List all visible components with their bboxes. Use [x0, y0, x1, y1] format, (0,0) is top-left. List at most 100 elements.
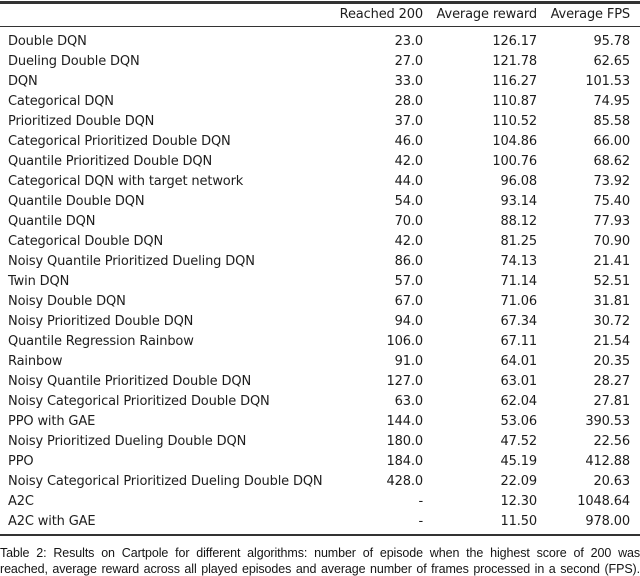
average-reward-cell: 71.14	[500, 274, 538, 289]
reached-200-cell: 23.0	[394, 34, 424, 49]
reached-200-cell: 54.0	[394, 194, 424, 209]
average-fps-cell: 101.53	[585, 74, 630, 89]
average-reward-cell: 53.06	[500, 414, 538, 429]
algorithm-name-cell: Noisy Prioritized Double DQN	[8, 314, 194, 329]
table-row: DQN 33.0 116.27 101.53	[0, 72, 640, 92]
table-row: Noisy Categorical Prioritized Double DQN…	[0, 392, 640, 412]
header-average-fps: Average FPS	[550, 7, 631, 22]
average-fps-cell: 20.35	[593, 354, 631, 369]
table-row: Prioritized Double DQN 37.0 110.52 85.58	[0, 112, 640, 132]
algorithm-name-cell: Quantile Prioritized Double DQN	[8, 154, 213, 169]
reached-200-cell: 86.0	[394, 254, 424, 269]
reached-200-cell: 184.0	[386, 454, 424, 469]
average-fps-cell: 68.62	[593, 154, 631, 169]
average-fps-cell: 85.58	[593, 114, 631, 129]
reached-200-cell: 180.0	[386, 434, 424, 449]
table-row: PPO with GAE 144.0 53.06 390.53	[0, 412, 640, 432]
algorithm-name-cell: Rainbow	[8, 354, 63, 369]
reached-200-cell: 33.0	[394, 74, 424, 89]
algorithm-name-cell: Categorical DQN with target network	[8, 174, 244, 189]
algorithm-name-cell: Categorical DQN	[8, 94, 114, 109]
table-row: Noisy Prioritized Dueling Double DQN 180.…	[0, 432, 640, 452]
table-row: Noisy Quantile Prioritized Dueling DQN 86…	[0, 252, 640, 272]
table-row: Categorical Prioritized Double DQN 46.0 10…	[0, 132, 640, 152]
table-row: Quantile DQN 70.0 88.12 77.93	[0, 212, 640, 232]
average-fps-cell: 52.51	[593, 274, 631, 289]
algorithm-name-cell: Noisy Quantile Prioritized Dueling DQN	[8, 254, 255, 269]
table-row: Rainbow 91.0 64.01 20.35	[0, 352, 640, 372]
average-reward-cell: 96.08	[500, 174, 538, 189]
average-reward-cell: 74.13	[500, 254, 538, 269]
reached-200-cell: 44.0	[394, 174, 424, 189]
algorithm-name-cell: PPO with GAE	[8, 414, 96, 429]
average-fps-cell: 21.54	[593, 334, 631, 349]
table-header-rule	[0, 25, 640, 27]
table-row: Noisy Prioritized Double DQN 94.0 67.34 30.…	[0, 312, 640, 332]
algorithm-name-cell: Twin DQN	[8, 274, 70, 289]
average-reward-cell: 71.06	[500, 294, 538, 309]
average-fps-cell: 77.93	[593, 214, 631, 229]
algorithm-name-cell: Quantile DQN	[8, 214, 96, 229]
reached-200-cell: 37.0	[394, 114, 424, 129]
average-reward-cell: 104.86	[492, 134, 537, 149]
algorithm-name-cell: Noisy Categorical Prioritized Double DQN	[8, 394, 270, 409]
average-reward-cell: 12.30	[500, 494, 538, 509]
average-fps-cell: 66.00	[593, 134, 631, 149]
table-row: A2C with GAE - 11.50 978.00	[0, 512, 640, 532]
average-fps-cell: 390.53	[585, 414, 630, 429]
average-reward-cell: 110.87	[492, 94, 537, 109]
reached-200-cell: 428.0	[386, 474, 424, 489]
average-fps-cell: 31.81	[593, 294, 631, 309]
average-reward-cell: 126.17	[492, 34, 537, 49]
average-fps-cell: 978.00	[585, 514, 630, 529]
table-row: Quantile Prioritized Double DQN 42.0 100.7…	[0, 152, 640, 172]
average-fps-cell: 412.88	[585, 454, 630, 469]
reached-200-cell: -	[418, 494, 423, 509]
algorithm-name-cell: Double DQN	[8, 34, 87, 49]
table-row: Noisy Double DQN 67.0 71.06 31.81	[0, 292, 640, 312]
algorithm-name-cell: DQN	[8, 74, 38, 89]
average-reward-cell: 11.50	[500, 514, 538, 529]
average-fps-cell: 22.56	[593, 434, 631, 449]
average-fps-cell: 27.81	[593, 394, 631, 409]
average-fps-cell: 62.65	[593, 54, 631, 69]
algorithm-name-cell: Noisy Prioritized Dueling Double DQN	[8, 434, 247, 449]
average-reward-cell: 47.52	[500, 434, 538, 449]
average-reward-cell: 63.01	[500, 374, 538, 389]
algorithm-name-cell: A2C	[8, 494, 34, 509]
average-reward-cell: 100.76	[492, 154, 537, 169]
algorithm-name-cell: Dueling Double DQN	[8, 54, 140, 69]
algorithm-name-cell: Categorical Double DQN	[8, 234, 164, 249]
table-row: Categorical Double DQN 42.0 81.25 70.90	[0, 232, 640, 252]
table-row: Double DQN 23.0 126.17 95.78	[0, 32, 640, 52]
table-row: PPO 184.0 45.19 412.88	[0, 452, 640, 472]
header-average-reward: Average reward	[436, 7, 538, 22]
average-reward-cell: 64.01	[500, 354, 538, 369]
average-reward-cell: 22.09	[500, 474, 538, 489]
reached-200-cell: 70.0	[394, 214, 424, 229]
algorithm-name-cell: PPO	[8, 454, 34, 469]
average-reward-cell: 88.12	[500, 214, 538, 229]
reached-200-cell: 57.0	[394, 274, 424, 289]
average-fps-cell: 70.90	[593, 234, 631, 249]
average-fps-cell: 21.41	[593, 254, 631, 269]
average-reward-cell: 62.04	[500, 394, 538, 409]
algorithm-name-cell: Quantile Double DQN	[8, 194, 145, 209]
algorithm-name-cell: Quantile Regression Rainbow	[8, 334, 194, 349]
reached-200-cell: 94.0	[394, 314, 424, 329]
reached-200-cell: 42.0	[394, 234, 424, 249]
average-fps-cell: 30.72	[593, 314, 631, 329]
caption-line-2: reached, average reward across all playe…	[0, 561, 640, 576]
table-row: Twin DQN 57.0 71.14 52.51	[0, 272, 640, 292]
reached-200-cell: 46.0	[394, 134, 424, 149]
reached-200-cell: 63.0	[394, 394, 424, 409]
table-header-row: Reached 200 Average reward Average FPS	[0, 4, 640, 26]
algorithm-name-cell: Noisy Quantile Prioritized Double DQN	[8, 374, 252, 389]
average-fps-cell: 95.78	[593, 34, 631, 49]
average-reward-cell: 116.27	[492, 74, 537, 89]
average-reward-cell: 110.52	[492, 114, 537, 129]
table-row: Noisy Categorical Prioritized Dueling Do…	[0, 472, 640, 492]
table-row: A2C - 12.30 1048.64	[0, 492, 640, 512]
reached-200-cell: 27.0	[394, 54, 424, 69]
